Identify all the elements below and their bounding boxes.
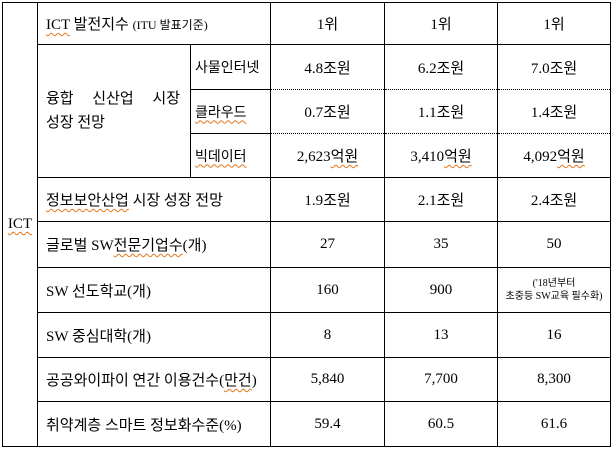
row-group-cell-ict: ICT — [2, 2, 38, 447]
row-group-label: ICT — [7, 216, 33, 232]
label-cell-sw-centered-universities: SW 중심대학(개) — [36, 312, 272, 358]
note-line-1: ('18년부터 — [532, 277, 576, 289]
value-number: 4,092 — [523, 149, 558, 165]
ict-indicators-table: ICT ICT 발전지수 (ITU 발표기준) 1위 1위 1위 융합 신산업 … — [2, 2, 612, 447]
label-cell-convergence-industry: 융합 신산업 시장 성장 전망 — [37, 44, 191, 178]
value-cell: 13 — [384, 312, 499, 358]
value-cell: 1.1조원 — [384, 89, 499, 134]
value-cell: 160 — [270, 267, 386, 313]
value-cell-note: ('18년부터 초중등 SW교육 필수화) — [497, 267, 612, 313]
sublabel-cell-cloud: 클라우드 — [189, 89, 272, 134]
value-cell: 0.7조원 — [270, 89, 386, 134]
value-number: 2,623 — [296, 149, 331, 165]
label-global-sw-pre: 글로벌 SW — [46, 238, 114, 254]
value-cell: 2.4조원 — [497, 177, 612, 222]
value-cell: 35 — [384, 221, 499, 268]
label-global-sw-post: (개) — [182, 238, 207, 254]
value-cell: 8,300 — [497, 357, 612, 402]
label-ict-misspell: ICT — [46, 17, 70, 33]
value-cell: 1위 — [384, 2, 499, 45]
label-itu-note: (ITU 발표기준) — [132, 18, 208, 32]
label-wifi-post: ) — [251, 373, 257, 389]
value-cell: 2.1조원 — [384, 177, 499, 222]
value-number: 3,410 — [410, 149, 445, 165]
value-cell: 6.2조원 — [384, 44, 499, 90]
label-security-rest: 시장 성장 전망 — [128, 193, 223, 209]
value-cell: 1.4조원 — [497, 89, 612, 134]
value-cell: 1위 — [497, 2, 612, 45]
sublabel-cloud: 클라우드 — [195, 105, 247, 121]
value-cell: 3,410억원 — [384, 133, 499, 178]
value-cell: 8 — [270, 312, 386, 358]
value-cell: 60.5 — [384, 401, 499, 447]
label-global-sw-misspell: 전문기업수 — [113, 238, 183, 254]
value-unit: 억원 — [444, 149, 472, 165]
value-cell: 27 — [270, 221, 386, 268]
value-cell: 900 — [384, 267, 499, 313]
value-cell: 1.9조원 — [270, 177, 386, 222]
value-cell: 7.0조원 — [497, 44, 612, 90]
value-cell: 5,840 — [270, 357, 386, 402]
value-cell: 2,623억원 — [270, 133, 386, 178]
value-unit: 억원 — [557, 149, 585, 165]
value-cell: 61.6 — [497, 401, 612, 447]
label-cell-ict-development-index: ICT 발전지수 (ITU 발표기준) — [36, 2, 272, 45]
sublabel-bigdata: 빅데이터 — [195, 149, 247, 165]
label-ict-dev-index: 발전지수 — [69, 17, 133, 33]
label-cell-sw-leading-schools: SW 선도학교(개) — [36, 267, 272, 313]
label-cell-digital-literacy-level: 취약계층 스마트 정보화수준(%) — [36, 401, 272, 447]
value-cell: 7,700 — [384, 357, 499, 402]
label-wifi-pre: 공공와이파이 연간 이용건수( — [46, 373, 225, 389]
value-cell: 16 — [497, 312, 612, 358]
value-cell: 1위 — [270, 2, 386, 45]
sublabel-cell-iot: 사물인터넷 — [189, 44, 272, 90]
label-cell-public-wifi-usage: 공공와이파이 연간 이용건수(만건) — [36, 357, 272, 402]
value-unit: 억원 — [330, 149, 359, 165]
value-cell: 4,092억원 — [497, 133, 612, 178]
value-cell: 50 — [497, 221, 612, 268]
sublabel-cell-bigdata: 빅데이터 — [189, 133, 272, 178]
note-line-2: 초중등 SW교육 필수화) — [505, 291, 603, 302]
value-cell: 59.4 — [270, 401, 386, 447]
value-cell: 4.8조원 — [270, 44, 386, 90]
label-cell-global-sw-companies: 글로벌 SW전문기업수(개) — [36, 221, 272, 268]
label-wifi-misspell: 만건 — [224, 373, 252, 389]
label-cell-security-industry: 정보보안산업 시장 성장 전망 — [36, 177, 272, 222]
label-security-misspell: 정보보안산업 — [46, 193, 129, 209]
